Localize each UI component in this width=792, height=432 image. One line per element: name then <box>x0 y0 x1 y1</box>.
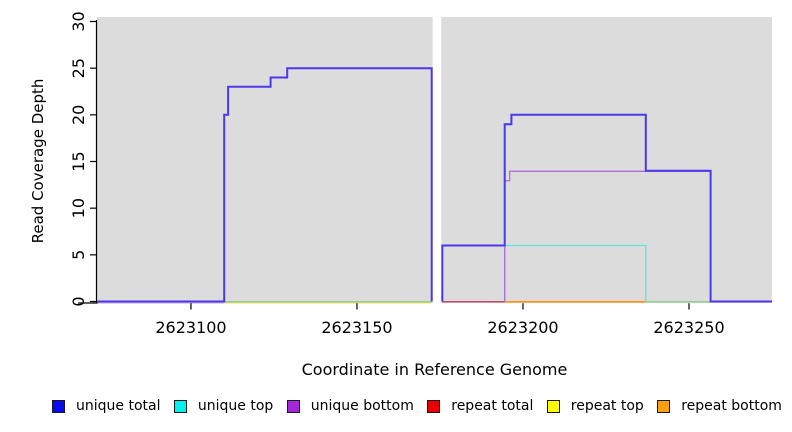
x-tick-label: 2623200 <box>487 318 558 337</box>
y-tick-label: 20 <box>69 105 88 125</box>
x-tick-label: 2623150 <box>321 318 392 337</box>
legend-item-repeat-top: repeat top <box>546 398 644 414</box>
x-tick-label: 2623250 <box>653 318 724 337</box>
legend-item-unique-total: unique total <box>52 398 160 414</box>
legend-swatch-icon <box>546 399 560 413</box>
legend: unique total unique top unique bottom repea… <box>40 398 792 414</box>
legend-swatch-icon <box>173 399 187 413</box>
y-tick-label: 10 <box>69 198 88 218</box>
legend-item-repeat-bottom: repeat bottom <box>657 398 782 414</box>
legend-label: repeat top <box>570 398 644 414</box>
legend-label: repeat bottom <box>681 398 782 414</box>
legend-swatch-icon <box>427 399 441 413</box>
legend-swatch-icon <box>52 399 65 413</box>
y-tick-label: 15 <box>69 151 88 171</box>
y-tick-label: 5 <box>69 250 88 260</box>
legend-label: unique top <box>197 398 274 414</box>
legend-item-unique-bottom: unique bottom <box>286 398 414 414</box>
no-data-gap <box>432 16 442 304</box>
y-tick-label: 30 <box>69 11 88 31</box>
y-tick-label: 0 <box>69 296 88 306</box>
y-tick-label: 25 <box>69 58 88 78</box>
series-stroke-unique-total <box>441 113 772 303</box>
series-stroke-unique-total <box>97 67 433 303</box>
legend-item-repeat-total: repeat total <box>427 398 533 414</box>
legend-label: unique bottom <box>310 398 414 414</box>
legend-swatch-icon <box>657 399 671 413</box>
x-tick-label: 2623100 <box>155 318 226 337</box>
legend-item-unique-top: unique top <box>173 398 274 414</box>
x-axis-title: Coordinate in Reference Genome <box>301 360 568 379</box>
legend-swatch-icon <box>286 399 300 413</box>
legend-label: unique total <box>76 398 161 414</box>
legend-label: repeat total <box>451 398 534 414</box>
